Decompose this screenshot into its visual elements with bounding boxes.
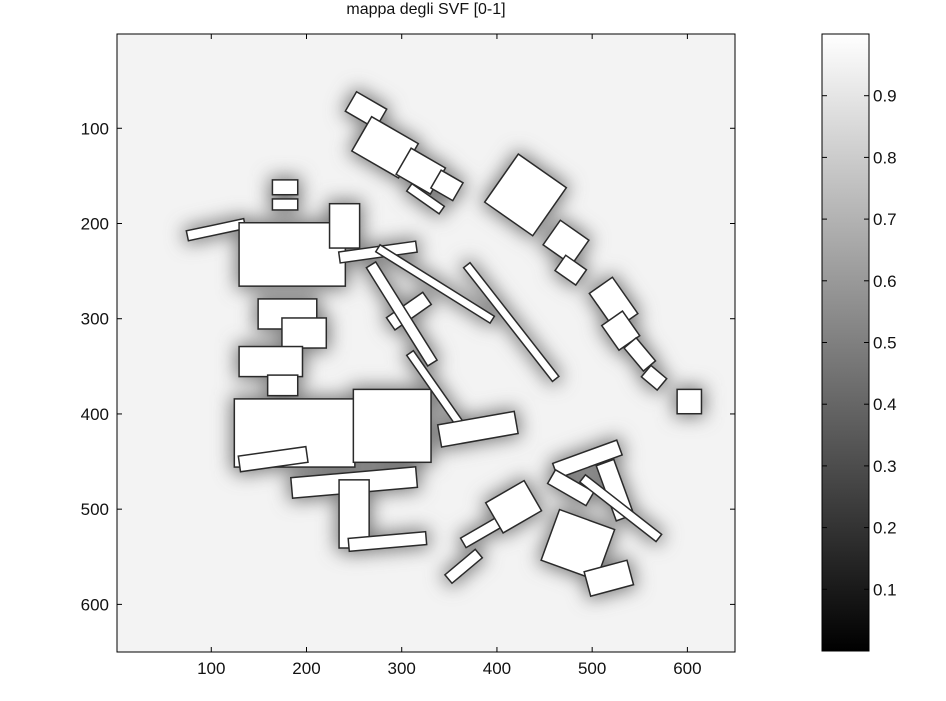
x-tick-label: 500 [578, 659, 606, 678]
building [486, 481, 541, 532]
y-tick-label: 100 [81, 119, 109, 138]
colorbar-tick-label: 0.9 [873, 87, 897, 106]
building [376, 245, 494, 323]
building [642, 366, 666, 389]
building [239, 347, 302, 376]
colorbar-tick-label: 0.5 [873, 334, 897, 353]
heatmap-axes: 100 200 300 400 500 600 100 200 300 400 500 600 [81, 33, 736, 678]
colorbar-tick-label: 0.6 [873, 272, 897, 291]
building [352, 117, 418, 177]
colorbar-tick-label: 0.4 [873, 395, 897, 414]
colorbar-gradient [821, 33, 870, 652]
colorbar-tick-label: 0.7 [873, 210, 897, 229]
building [407, 351, 463, 426]
building [397, 149, 445, 194]
building [187, 219, 245, 240]
building [431, 171, 463, 200]
colorbar-tick-label: 0.1 [873, 580, 897, 599]
building [282, 318, 326, 348]
building [239, 447, 308, 471]
building [407, 184, 444, 213]
colorbar: 0.1 0.2 0.3 0.4 0.5 0.6 0.7 0.8 0.9 [821, 33, 897, 652]
building [273, 180, 297, 194]
building [445, 550, 482, 583]
building [556, 256, 586, 285]
building [273, 199, 297, 210]
building [548, 470, 593, 505]
building [585, 561, 633, 596]
colorbar-tick-label: 0.3 [873, 457, 897, 476]
building [268, 375, 297, 395]
building [485, 155, 566, 235]
building [677, 390, 701, 413]
y-tick-label: 500 [81, 500, 109, 519]
building [339, 480, 369, 548]
x-tick-label: 600 [673, 659, 701, 678]
building [239, 223, 345, 286]
y-tick-label: 300 [81, 310, 109, 329]
building [625, 338, 655, 370]
colorbar-tick-label: 0.2 [873, 519, 897, 538]
x-axis: 100 200 300 400 500 600 [197, 34, 702, 678]
x-tick-label: 400 [483, 659, 511, 678]
building [354, 390, 431, 462]
building [553, 441, 622, 478]
x-tick-label: 300 [388, 659, 416, 678]
x-tick-label: 200 [292, 659, 320, 678]
heatmap-frame [116, 33, 736, 653]
colorbar-axis: 0.1 0.2 0.3 0.4 0.5 0.6 0.7 0.8 0.9 [822, 87, 897, 599]
building [348, 532, 426, 551]
chart-title: mappa degli SVF [0-1] [346, 1, 505, 18]
building [330, 204, 359, 248]
y-tick-label: 200 [81, 214, 109, 233]
building [580, 475, 661, 541]
building [438, 412, 518, 447]
y-axis: 100 200 300 400 500 600 [81, 119, 735, 614]
building [367, 262, 437, 365]
building [544, 221, 588, 264]
x-tick-label: 100 [197, 659, 225, 678]
building [464, 263, 558, 381]
y-tick-label: 600 [81, 595, 109, 614]
colorbar-tick-label: 0.8 [873, 148, 897, 167]
building [542, 510, 614, 580]
building [602, 312, 639, 350]
y-tick-label: 400 [81, 405, 109, 424]
building-layer [185, 90, 703, 598]
